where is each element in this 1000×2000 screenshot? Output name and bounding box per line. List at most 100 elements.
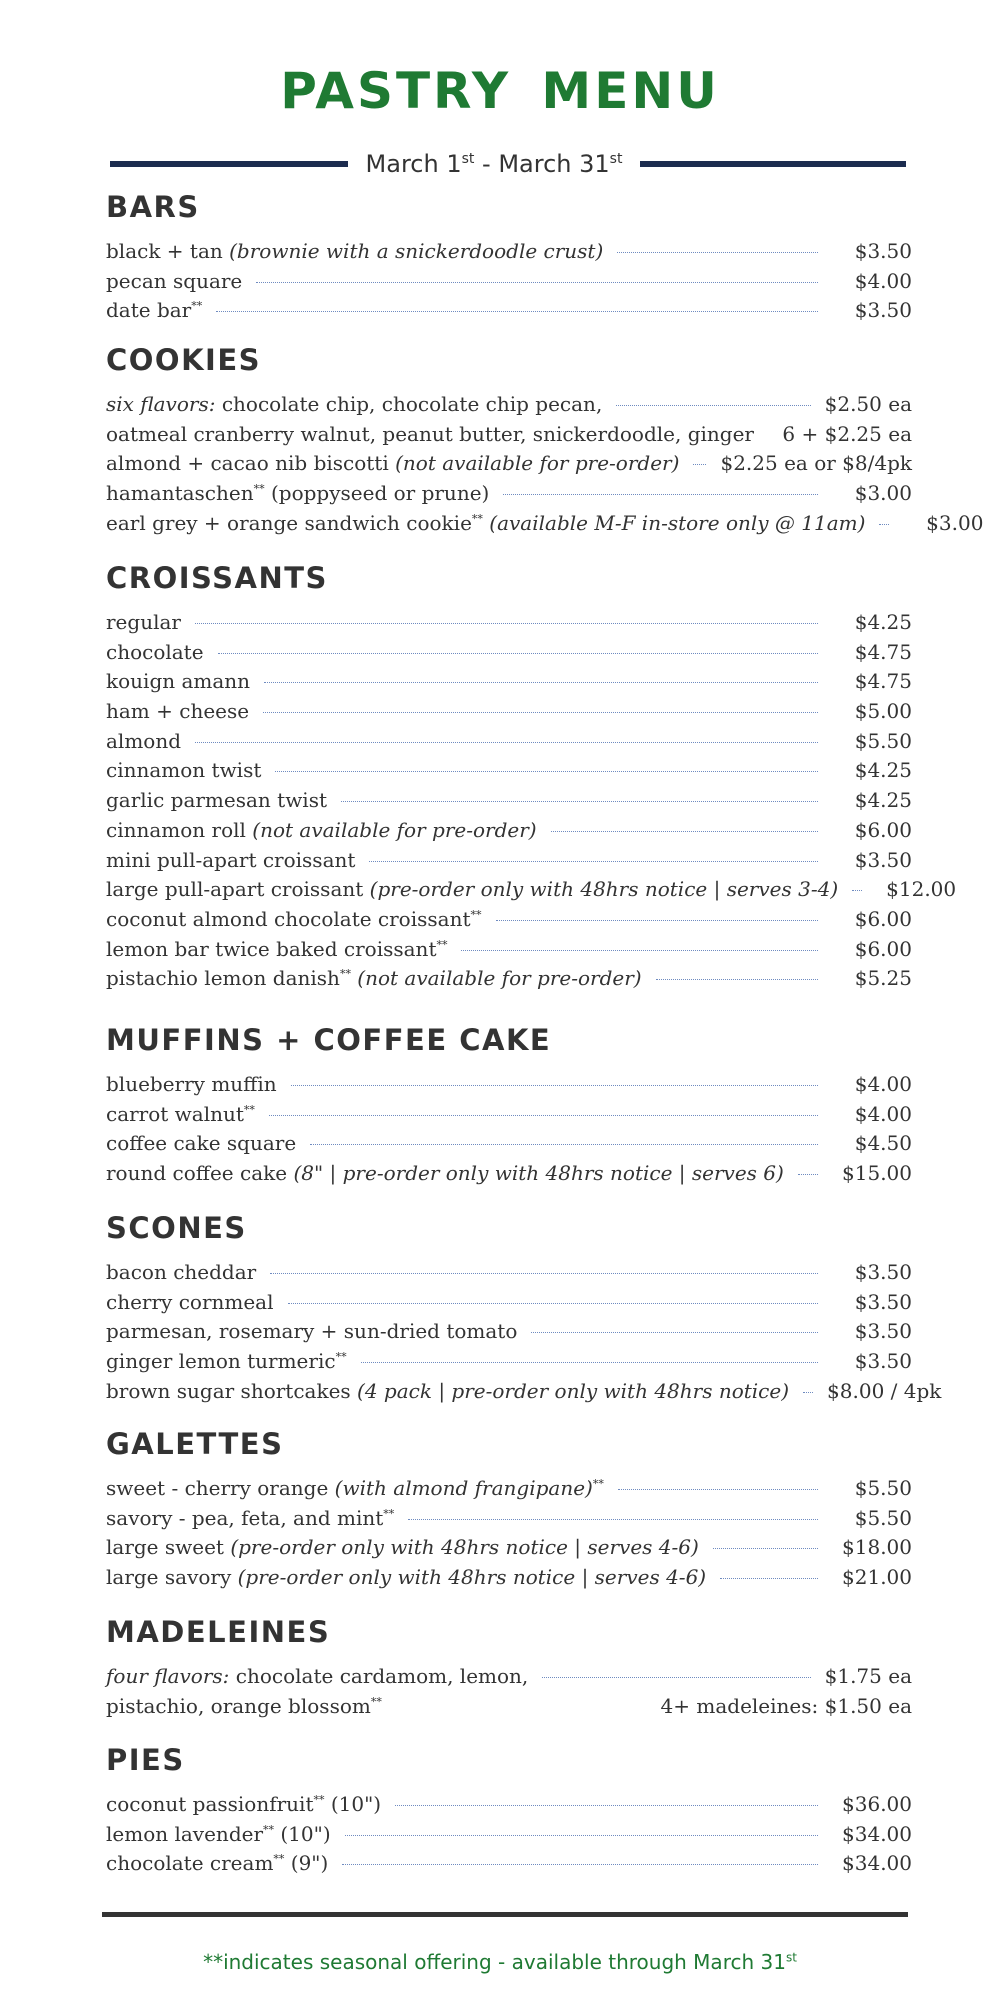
- seasonal-mark: **: [335, 1350, 347, 1364]
- right-divider: [640, 161, 906, 167]
- item-note: (with almond frangipane): [334, 1476, 593, 1500]
- dot-leader: [287, 1302, 818, 1304]
- section-heading-scones: SCONES: [106, 1211, 247, 1245]
- menu-item-price: $5.00: [854, 699, 912, 724]
- menu-item-name: chocolate cream** (9"): [106, 1851, 328, 1875]
- menu-item-name: lemon lavender** (10"): [106, 1822, 331, 1846]
- item-label: large savory: [106, 1565, 238, 1590]
- menu-item-price: $4.75: [854, 639, 912, 664]
- item-note: (pre-order only with 48hrs notice | serv…: [230, 1535, 699, 1560]
- menu-item-name: blueberry muffin: [106, 1072, 277, 1096]
- item-label: pistachio, orange blossom: [106, 1693, 371, 1718]
- item-label: sweet - cherry orange: [106, 1476, 335, 1500]
- dot-leader: [341, 801, 818, 803]
- menu-item: sweet - cherry orange (with almond frang…: [106, 1476, 912, 1506]
- section-pies: PIES coconut passionfruit** (10") $36.00 le…: [106, 1740, 912, 1881]
- item-label: almond + cacao nib biscotti: [106, 451, 396, 476]
- menu-item-price: $2.50 ea: [824, 392, 912, 416]
- item-label: coffee cake square: [106, 1131, 297, 1156]
- dot-leader: [194, 623, 818, 624]
- menu-item: coffee cake square $4.50: [106, 1131, 912, 1161]
- menu-item-price: $34.00: [842, 1851, 912, 1876]
- date-range-row: March 1st - March 31st: [110, 142, 906, 186]
- item-label: bacon cheddar: [106, 1260, 257, 1284]
- item-note: six flavors:: [106, 392, 216, 416]
- seasonal-mark: **: [191, 299, 203, 313]
- menu-item-price: $6.00: [854, 936, 912, 961]
- dot-leader: [369, 860, 818, 862]
- section-heading-galettes: GALETTES: [106, 1427, 284, 1461]
- footnote-text: **indicates seasonal offering - availabl…: [203, 1950, 786, 1974]
- item-label: date bar: [106, 298, 192, 323]
- menu-item-name: black + tan (brownie with a snickerdoodl…: [106, 239, 603, 263]
- menu-item-price: $6.00: [854, 817, 912, 842]
- menu-item: six flavors: chocolate chip, chocolate c…: [106, 392, 912, 422]
- item-label: cinnamon roll: [106, 817, 253, 842]
- dot-leader: [216, 311, 818, 313]
- dot-leader: [803, 1391, 814, 1393]
- seasonal-mark: **: [383, 1507, 395, 1521]
- seasonal-mark: **: [370, 1695, 382, 1709]
- item-label: chocolate cardamom, lemon,: [229, 1664, 529, 1688]
- menu-item-name: ginger lemon turmeric**: [106, 1349, 347, 1373]
- section-heading-madeleines: MADELEINES: [106, 1615, 331, 1649]
- dot-leader: [360, 1362, 818, 1364]
- menu-item-price: $3.00: [926, 510, 984, 535]
- item-label: lemon bar twice baked croissant: [106, 936, 437, 961]
- item-note: (8" | pre-order only with 48hrs notice |…: [293, 1161, 784, 1186]
- section-muffins: MUFFINS + COFFEE CAKE blueberry muffin $4.…: [106, 1020, 912, 1191]
- menu-item: chocolate $4.75: [106, 640, 912, 670]
- menu-item-name: ham + cheese: [106, 699, 249, 723]
- menu-item-price: $5.50: [854, 728, 912, 753]
- menu-item-name: almond + cacao nib biscotti (not availab…: [106, 451, 679, 475]
- item-label: earl grey + orange sandwich cookie: [106, 510, 472, 535]
- seasonal-mark: **: [263, 1823, 275, 1837]
- item-label: blueberry muffin: [106, 1072, 277, 1096]
- menu-item: large sweet (pre-order only with 48hrs n…: [106, 1535, 912, 1565]
- menu-item-price: $4.50: [854, 1131, 912, 1156]
- menu-item: brown sugar shortcakes (4 pack | pre-ord…: [106, 1379, 941, 1409]
- menu-item-price: $4.00: [854, 1101, 912, 1126]
- menu-item: lemon bar twice baked croissant** $6.00: [106, 937, 912, 967]
- dot-leader: [342, 1864, 818, 1866]
- menu-item: almond + cacao nib biscotti (not availab…: [106, 451, 912, 481]
- menu-item: cinnamon roll (not available for pre-ord…: [106, 818, 912, 848]
- menu-item: pistachio lemon danish** (not available …: [106, 966, 912, 996]
- date-end-suffix: st: [609, 151, 623, 167]
- date-separator: -: [474, 150, 499, 178]
- dot-leader: [310, 1144, 818, 1146]
- section-madeleines: MADELEINES four flavors: chocolate cardam…: [106, 1612, 912, 1723]
- menu-item: carrot walnut** $4.00: [106, 1102, 912, 1132]
- item-note: (pre-order only with 48hrs notice | serv…: [369, 877, 839, 902]
- seasonal-mark: **: [243, 1103, 255, 1117]
- section-heading-muffins: MUFFINS + COFFEE CAKE: [106, 1023, 552, 1057]
- menu-item-name: hamantaschen** (poppyseed or prune): [106, 481, 489, 505]
- menu-item: coconut almond chocolate croissant** $6.0…: [106, 907, 912, 937]
- menu-item-price: $21.00: [842, 1565, 912, 1590]
- dot-leader: [712, 1548, 818, 1550]
- menu-item-price: $3.50: [854, 1349, 912, 1374]
- footnote-suffix: st: [785, 1950, 797, 1965]
- item-label: garlic parmesan twist: [106, 788, 328, 813]
- item-label: oatmeal cranberry walnut, peanut butter,…: [106, 421, 754, 446]
- item-label: chocolate chip, chocolate chip pecan,: [215, 392, 603, 416]
- item-detail: (10"): [324, 1792, 382, 1816]
- item-label: savory - pea, feta, and mint: [106, 1505, 384, 1530]
- item-detail: (poppyseed or prune): [264, 481, 490, 506]
- seasonal-mark: **: [253, 482, 265, 496]
- dot-leader: [616, 405, 811, 406]
- item-note: (not available for pre-order): [395, 451, 680, 476]
- menu-item-name: pistachio lemon danish** (not available …: [106, 966, 642, 990]
- item-label: kouign amann: [106, 669, 251, 694]
- menu-item-name: cinnamon roll (not available for pre-ord…: [106, 818, 537, 842]
- dot-leader: [503, 494, 818, 496]
- menu-item-price: $5.50: [854, 1476, 912, 1500]
- menu-item-price: $4.75: [854, 669, 912, 694]
- menu-item: cherry cornmeal $3.50: [106, 1290, 912, 1320]
- menu-item-price: $3.50: [854, 847, 912, 872]
- dot-leader: [461, 949, 818, 951]
- menu-item-name: lemon bar twice baked croissant**: [106, 937, 447, 961]
- item-label: coconut passionfruit: [106, 1792, 314, 1816]
- menu-item: ham + cheese $5.00: [106, 699, 912, 729]
